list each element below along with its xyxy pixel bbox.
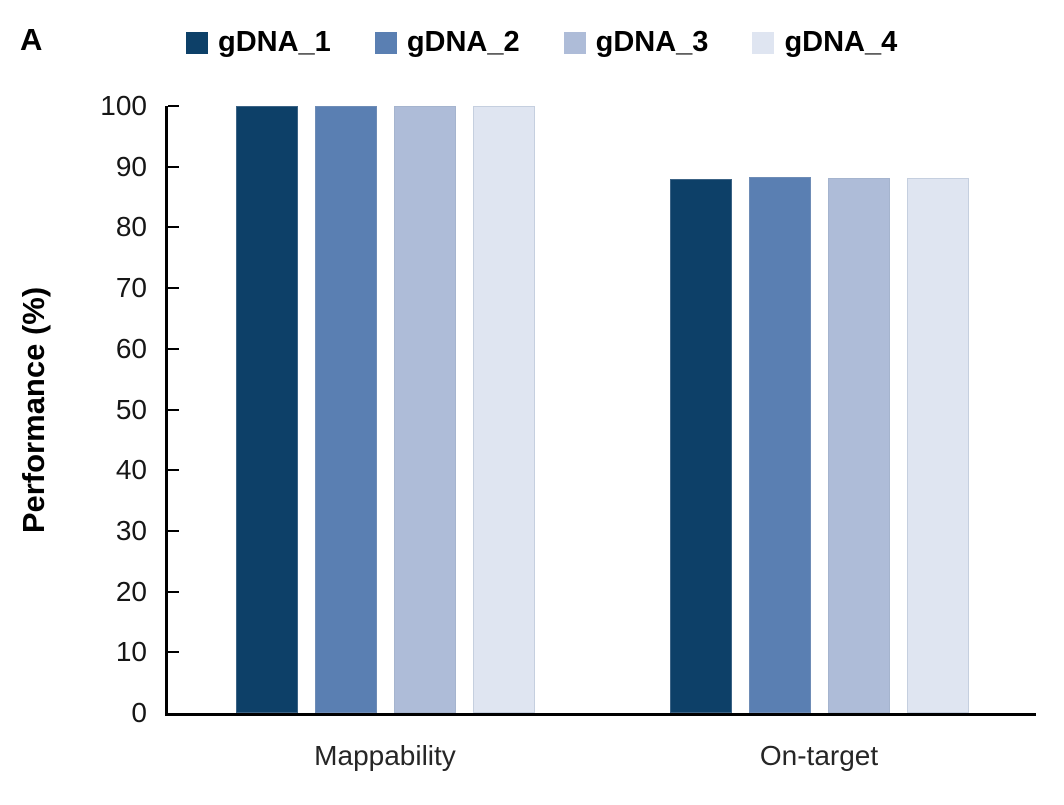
y-axis-tick-label: 10 xyxy=(115,636,147,668)
legend-swatch-icon xyxy=(374,31,397,54)
x-axis-category-label: On-target xyxy=(759,740,879,771)
y-axis-tick-label: 60 xyxy=(115,332,147,364)
y-axis-tick xyxy=(168,408,179,411)
plot-area: 0 10 20 30 40 50 60 70 80 90 100 Mappability On-targ… xyxy=(100,90,1036,771)
y-axis-tick xyxy=(168,287,179,290)
y-axis-tick-label: 90 xyxy=(115,150,147,182)
y-axis-tick xyxy=(168,347,179,350)
legend: gDNA_1 gDNA_2 gDNA_3 gDNA_4 xyxy=(186,28,897,57)
bar-gdna-4-on-target xyxy=(906,177,969,713)
bar-gdna-2-mappability xyxy=(314,106,377,713)
y-axis-tick-label: 100 xyxy=(100,90,147,121)
legend-swatch-icon xyxy=(186,31,208,54)
y-axis-tick-label: 50 xyxy=(115,393,147,425)
y-axis-tick-label: 70 xyxy=(115,272,147,304)
y-axis-tick xyxy=(168,590,179,593)
bar-gdna-1-mappability xyxy=(235,106,298,713)
legend-label: gDNA_1 xyxy=(218,26,331,58)
legend-item-gdna-1: gDNA_1 xyxy=(186,28,331,57)
legend-swatch-icon xyxy=(752,31,775,54)
y-axis-tick-label: 40 xyxy=(115,454,147,486)
y-axis-tick xyxy=(168,529,179,532)
x-axis-category-label: Mappability xyxy=(314,740,456,771)
y-axis-tick xyxy=(168,651,179,654)
panel-label: A xyxy=(20,22,43,57)
y-axis-tick xyxy=(168,165,179,168)
bar-gdna-2-on-target xyxy=(748,177,811,713)
legend-label: gDNA_3 xyxy=(595,26,709,58)
y-axis-tick-label: 80 xyxy=(115,211,147,243)
legend-label: gDNA_4 xyxy=(784,26,898,58)
y-axis-tick xyxy=(168,469,179,472)
y-axis-tick-label: 0 xyxy=(131,697,147,728)
bar-gdna-3-on-target xyxy=(827,177,890,713)
bar-gdna-4-mappability xyxy=(472,106,535,713)
y-axis-tick xyxy=(168,226,179,229)
legend-item-gdna-2: gDNA_2 xyxy=(374,26,520,58)
y-axis-tick-label: 30 xyxy=(115,514,147,546)
legend-swatch-icon xyxy=(563,31,586,54)
legend-item-gdna-4: gDNA_4 xyxy=(752,28,897,57)
bar-gdna-3-mappability xyxy=(393,106,456,713)
legend-label: gDNA_2 xyxy=(406,26,520,58)
y-axis-tick xyxy=(168,105,179,107)
bar-gdna-1-on-target xyxy=(669,178,732,713)
legend-item-gdna-3: gDNA_3 xyxy=(563,26,709,58)
y-axis-tick-label: 20 xyxy=(115,575,147,607)
